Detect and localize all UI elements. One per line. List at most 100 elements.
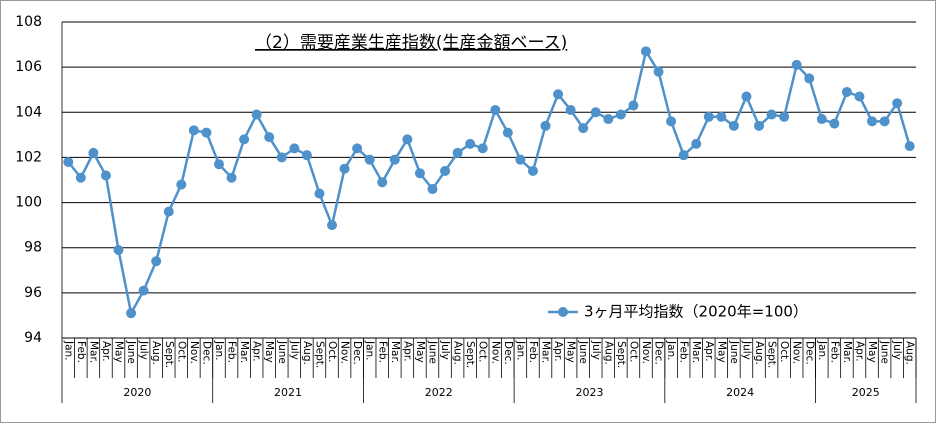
x-tick-label: Nov. [489,341,501,364]
data-point [63,156,74,167]
x-tick-label: Mar. [540,341,552,363]
data-point [100,170,111,181]
data-point [565,105,576,116]
data-point [804,73,815,84]
y-tick-label: 100 [15,195,42,211]
x-tick-label: Aug. [602,341,614,365]
x-tick-label: Jan. [213,340,225,361]
data-point [75,172,86,183]
x-tick-label: Apr. [853,341,865,362]
x-tick-label: Oct. [326,341,338,363]
data-point [640,46,651,57]
data-point [389,154,400,165]
data-point [904,141,915,152]
legend-label: 3ヶ月平均指数（2020年=100） [584,303,808,321]
data-point [138,285,149,296]
x-tick-label: Sept. [163,341,175,368]
x-tick-label: Nov. [640,341,652,364]
data-point [854,91,865,102]
data-point [126,308,137,319]
data-point [301,150,312,161]
data-point [276,152,287,163]
x-tick-label: June [879,340,891,364]
data-point [364,154,375,165]
data-point [314,188,325,199]
x-tick-label: June [577,340,589,364]
x-tick-label: Mar. [87,341,99,363]
x-tick-label: Dec. [200,341,212,365]
year-label: 2021 [274,386,302,399]
x-tick-label: Dec. [502,341,514,365]
x-tick-label: May [715,341,727,363]
data-point [779,111,790,122]
x-tick-label: Oct. [477,341,489,363]
x-tick-label: May [263,341,275,363]
year-label: 2020 [123,386,151,399]
data-point [465,138,476,149]
x-tick-label: June [276,340,288,364]
y-tick-label: 98 [24,240,42,256]
data-point [816,114,827,125]
data-point [239,134,250,145]
data-point [151,256,162,267]
data-point [666,116,677,127]
data-point [791,59,802,70]
data-point [578,123,589,134]
data-point [527,165,538,176]
x-tick-label: Apr. [401,341,413,362]
data-point [892,98,903,109]
x-tick-label: Jan. [62,340,74,361]
x-tick-label: Feb. [828,341,840,363]
data-point [829,118,840,129]
data-point [251,109,262,120]
x-tick-label: Oct. [778,341,790,363]
data-point [402,134,413,145]
x-tick-label: May [565,341,577,363]
x-tick-label: Apr. [703,341,715,362]
data-point [490,105,501,116]
x-tick-label: May [866,341,878,363]
data-point [741,91,752,102]
x-tick-label: Aug. [904,341,916,365]
x-tick-label: Sept. [615,341,627,368]
data-point [113,244,124,255]
data-point [440,165,451,176]
x-tick-label: Oct. [627,341,639,363]
x-tick-label: July [740,340,752,360]
data-point [226,172,237,183]
x-tick-label: Jan. [514,340,526,361]
data-point [553,89,564,100]
data-point [377,177,388,188]
data-point [201,127,212,138]
x-tick-label: Mar. [690,341,702,363]
data-point [264,132,275,143]
data-point [414,168,425,179]
y-tick-label: 102 [15,149,42,165]
data-point [766,109,777,120]
y-tick-label: 108 [15,14,42,30]
data-point [289,143,300,154]
data-point [213,159,224,170]
data-point [590,107,601,118]
x-tick-label: June [426,340,438,364]
x-tick-label: July [138,340,150,360]
data-point [615,109,626,120]
data-point [452,147,463,158]
data-point [628,100,639,111]
data-point [653,66,664,77]
x-tick-label: Feb. [226,341,238,363]
year-label: 2024 [726,386,754,399]
x-tick-label: Apr. [552,341,564,362]
x-tick-label: Nov. [339,341,351,364]
year-label: 2022 [425,386,453,399]
x-tick-label: Nov. [188,341,200,364]
data-point [716,111,727,122]
x-tick-label: Feb. [678,341,690,363]
x-tick-label: Sept. [464,341,476,368]
data-point [352,143,363,154]
data-point [88,147,99,158]
y-tick-label: 106 [15,59,42,75]
data-point [728,120,739,131]
x-tick-label: Jan. [816,340,828,361]
x-tick-label: Aug. [150,341,162,365]
